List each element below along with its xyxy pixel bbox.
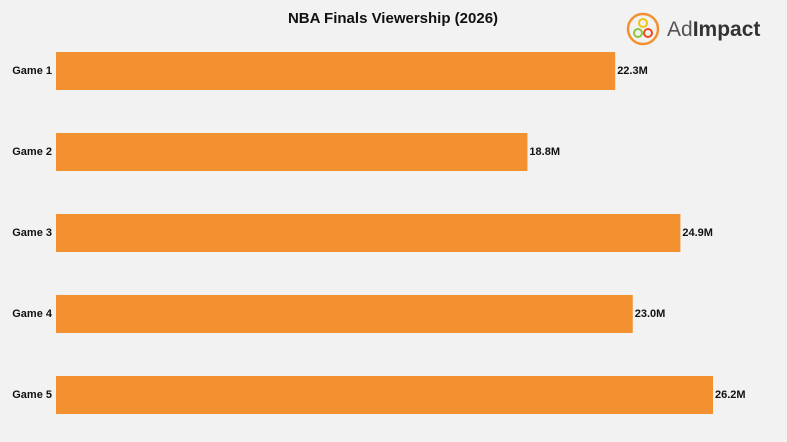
logo-dot (633, 28, 643, 38)
value-label: 22.3M (617, 65, 648, 77)
y-tick-label: Game 2 (12, 146, 52, 158)
y-tick-label: Game 4 (12, 308, 53, 320)
logo-dot (643, 28, 653, 38)
logo: AdImpact (626, 12, 760, 46)
y-tick-label: Game 3 (12, 227, 52, 239)
y-tick-label: Game 5 (12, 389, 52, 401)
logo-dot (638, 18, 648, 28)
logo-ring (626, 12, 660, 46)
logo-suffix: Impact (693, 18, 761, 41)
bar (56, 295, 633, 333)
value-label: 26.2M (715, 389, 746, 401)
bar (56, 133, 528, 171)
chart-title: NBA Finals Viewership (2026) (288, 10, 498, 27)
bar (56, 214, 681, 252)
y-tick-label: Game 1 (12, 65, 52, 77)
value-label: 18.8M (529, 146, 560, 158)
value-label: 23.0M (635, 308, 666, 320)
value-label: 24.9M (682, 227, 713, 239)
bar (56, 52, 616, 90)
logo-prefix: Ad (667, 18, 693, 41)
logo-text: AdImpact (667, 18, 760, 41)
bar (56, 376, 713, 414)
